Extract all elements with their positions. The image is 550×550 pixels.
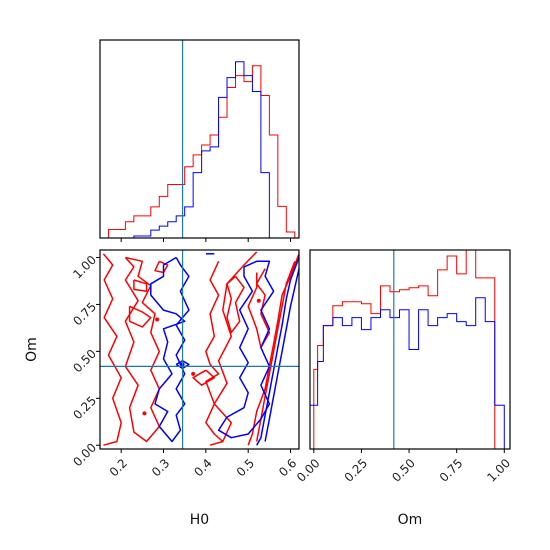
contour-line-9	[247, 268, 271, 349]
x-tick-label: 1.00	[484, 456, 513, 485]
hist-Om-panel: 0.00 0.25 0.50 0.75 1.00 Om	[294, 249, 513, 528]
y-tick-label: 1.00	[70, 253, 99, 282]
contour-line-11	[192, 369, 216, 386]
contour-line-16	[256, 257, 300, 446]
x-tick-label: 0.5	[234, 456, 257, 479]
contour-line-12	[150, 256, 190, 443]
x-axis-label: H0	[190, 512, 209, 528]
contour-line-17	[264, 268, 300, 442]
y-tick-label: 0.50	[70, 347, 99, 376]
contour-line-1	[124, 256, 161, 443]
contour-line-0	[102, 253, 122, 446]
histogram-series-0	[100, 65, 296, 239]
contour-dot-3	[191, 371, 196, 376]
axes-frame	[99, 39, 300, 239]
contour-line-2	[128, 305, 152, 328]
hist-H0-panel	[99, 39, 300, 242]
contour-line-8	[255, 261, 296, 442]
x-tick-label: 0.50	[389, 456, 418, 485]
contour-line-6	[205, 260, 224, 443]
contour-dot-2	[256, 298, 261, 303]
x-axis-label: Om	[398, 512, 423, 528]
y-axis-label: Om	[24, 337, 40, 362]
contour-line-13	[175, 360, 190, 370]
contour-dot-0	[142, 411, 147, 416]
x-tick-label: 0.2	[107, 456, 130, 479]
y-tick-label: 0.00	[70, 440, 99, 469]
histogram-series-1	[100, 61, 295, 239]
contour-line-5	[209, 251, 258, 446]
y-tick-label: 0.75	[70, 300, 99, 329]
x-tick-label: 0.00	[294, 456, 323, 485]
contour-line-3	[133, 279, 148, 293]
x-tick-label: 0.25	[342, 456, 371, 485]
x-tick-label: 0.3	[149, 456, 172, 479]
histogram-series-0	[310, 249, 505, 450]
contour-line-15	[217, 260, 275, 439]
contour-dot-1	[155, 317, 160, 322]
x-tick-label: 0.75	[437, 456, 466, 485]
x-tick-label: 0.4	[191, 456, 214, 479]
axes-frame	[99, 249, 300, 450]
contour-line-10	[226, 275, 245, 334]
histogram-series-1	[309, 297, 505, 449]
axes-frame	[309, 249, 511, 450]
y-tick-label: 0.25	[70, 394, 99, 423]
